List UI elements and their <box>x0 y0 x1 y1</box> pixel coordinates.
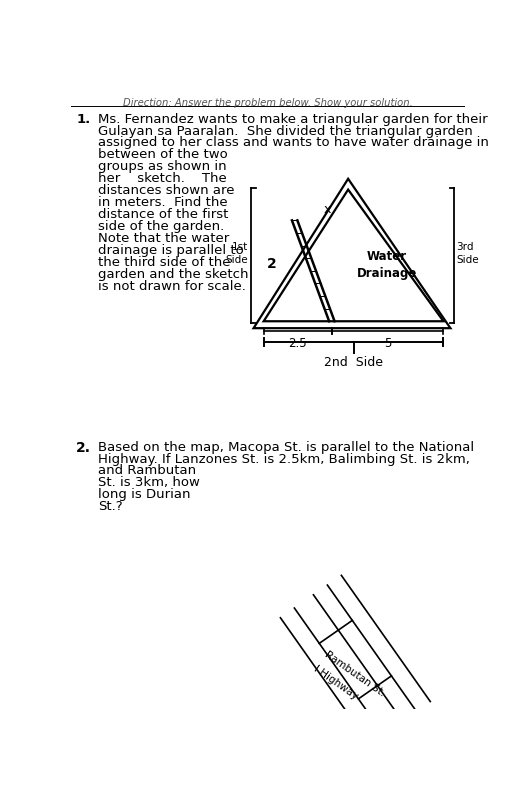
Text: 1st
Side: 1st Side <box>226 242 248 265</box>
Text: Based on the map, Macopa St. is parallel to the National: Based on the map, Macopa St. is parallel… <box>98 441 474 453</box>
Text: distances shown are: distances shown are <box>98 184 234 197</box>
Text: drainage is parallel to: drainage is parallel to <box>98 244 244 257</box>
Text: x: x <box>324 203 331 216</box>
Text: in meters.  Find the: in meters. Find the <box>98 196 228 209</box>
Text: Gulayan sa Paaralan.  She divided the triangular garden: Gulayan sa Paaralan. She divided the tri… <box>98 124 472 138</box>
Text: Water
Drainage: Water Drainage <box>357 250 417 280</box>
Text: 2.: 2. <box>76 441 91 454</box>
Text: distance of the first: distance of the first <box>98 208 228 221</box>
Text: 2.5: 2.5 <box>289 336 307 350</box>
Text: 2nd  Side: 2nd Side <box>324 356 383 369</box>
Text: 3rd
Side: 3rd Side <box>457 242 479 265</box>
Text: Ms. Fernandez wants to make a triangular garden for their: Ms. Fernandez wants to make a triangular… <box>98 112 488 126</box>
Text: Note that the water: Note that the water <box>98 232 229 245</box>
Text: between of the two: between of the two <box>98 148 228 161</box>
Text: groups as shown in: groups as shown in <box>98 160 227 173</box>
Text: and Rambutan: and Rambutan <box>98 465 196 477</box>
Text: Direction: Answer the problem below. Show your solution.: Direction: Answer the problem below. Sho… <box>123 98 412 108</box>
Text: 2: 2 <box>267 257 277 270</box>
Text: l Highway: l Highway <box>313 663 360 701</box>
Text: 1.: 1. <box>76 112 90 126</box>
Text: Rambutan St.: Rambutan St. <box>323 650 387 698</box>
Text: St. is 3km, how: St. is 3km, how <box>98 477 200 489</box>
Text: her    sketch.    The: her sketch. The <box>98 172 227 185</box>
Text: 5: 5 <box>384 336 392 350</box>
Text: assigned to her class and wants to have water drainage in: assigned to her class and wants to have … <box>98 136 489 150</box>
Text: long is Durian: long is Durian <box>98 489 191 501</box>
Text: side of the garden.: side of the garden. <box>98 220 224 233</box>
Text: is not drawn for scale.: is not drawn for scale. <box>98 280 246 292</box>
Text: Highway. If Lanzones St. is 2.5km, Balimbing St. is 2km,: Highway. If Lanzones St. is 2.5km, Balim… <box>98 453 470 465</box>
Text: the third side of the: the third side of the <box>98 256 230 269</box>
Text: St.?: St.? <box>98 501 123 513</box>
Text: garden and the sketch: garden and the sketch <box>98 268 248 281</box>
